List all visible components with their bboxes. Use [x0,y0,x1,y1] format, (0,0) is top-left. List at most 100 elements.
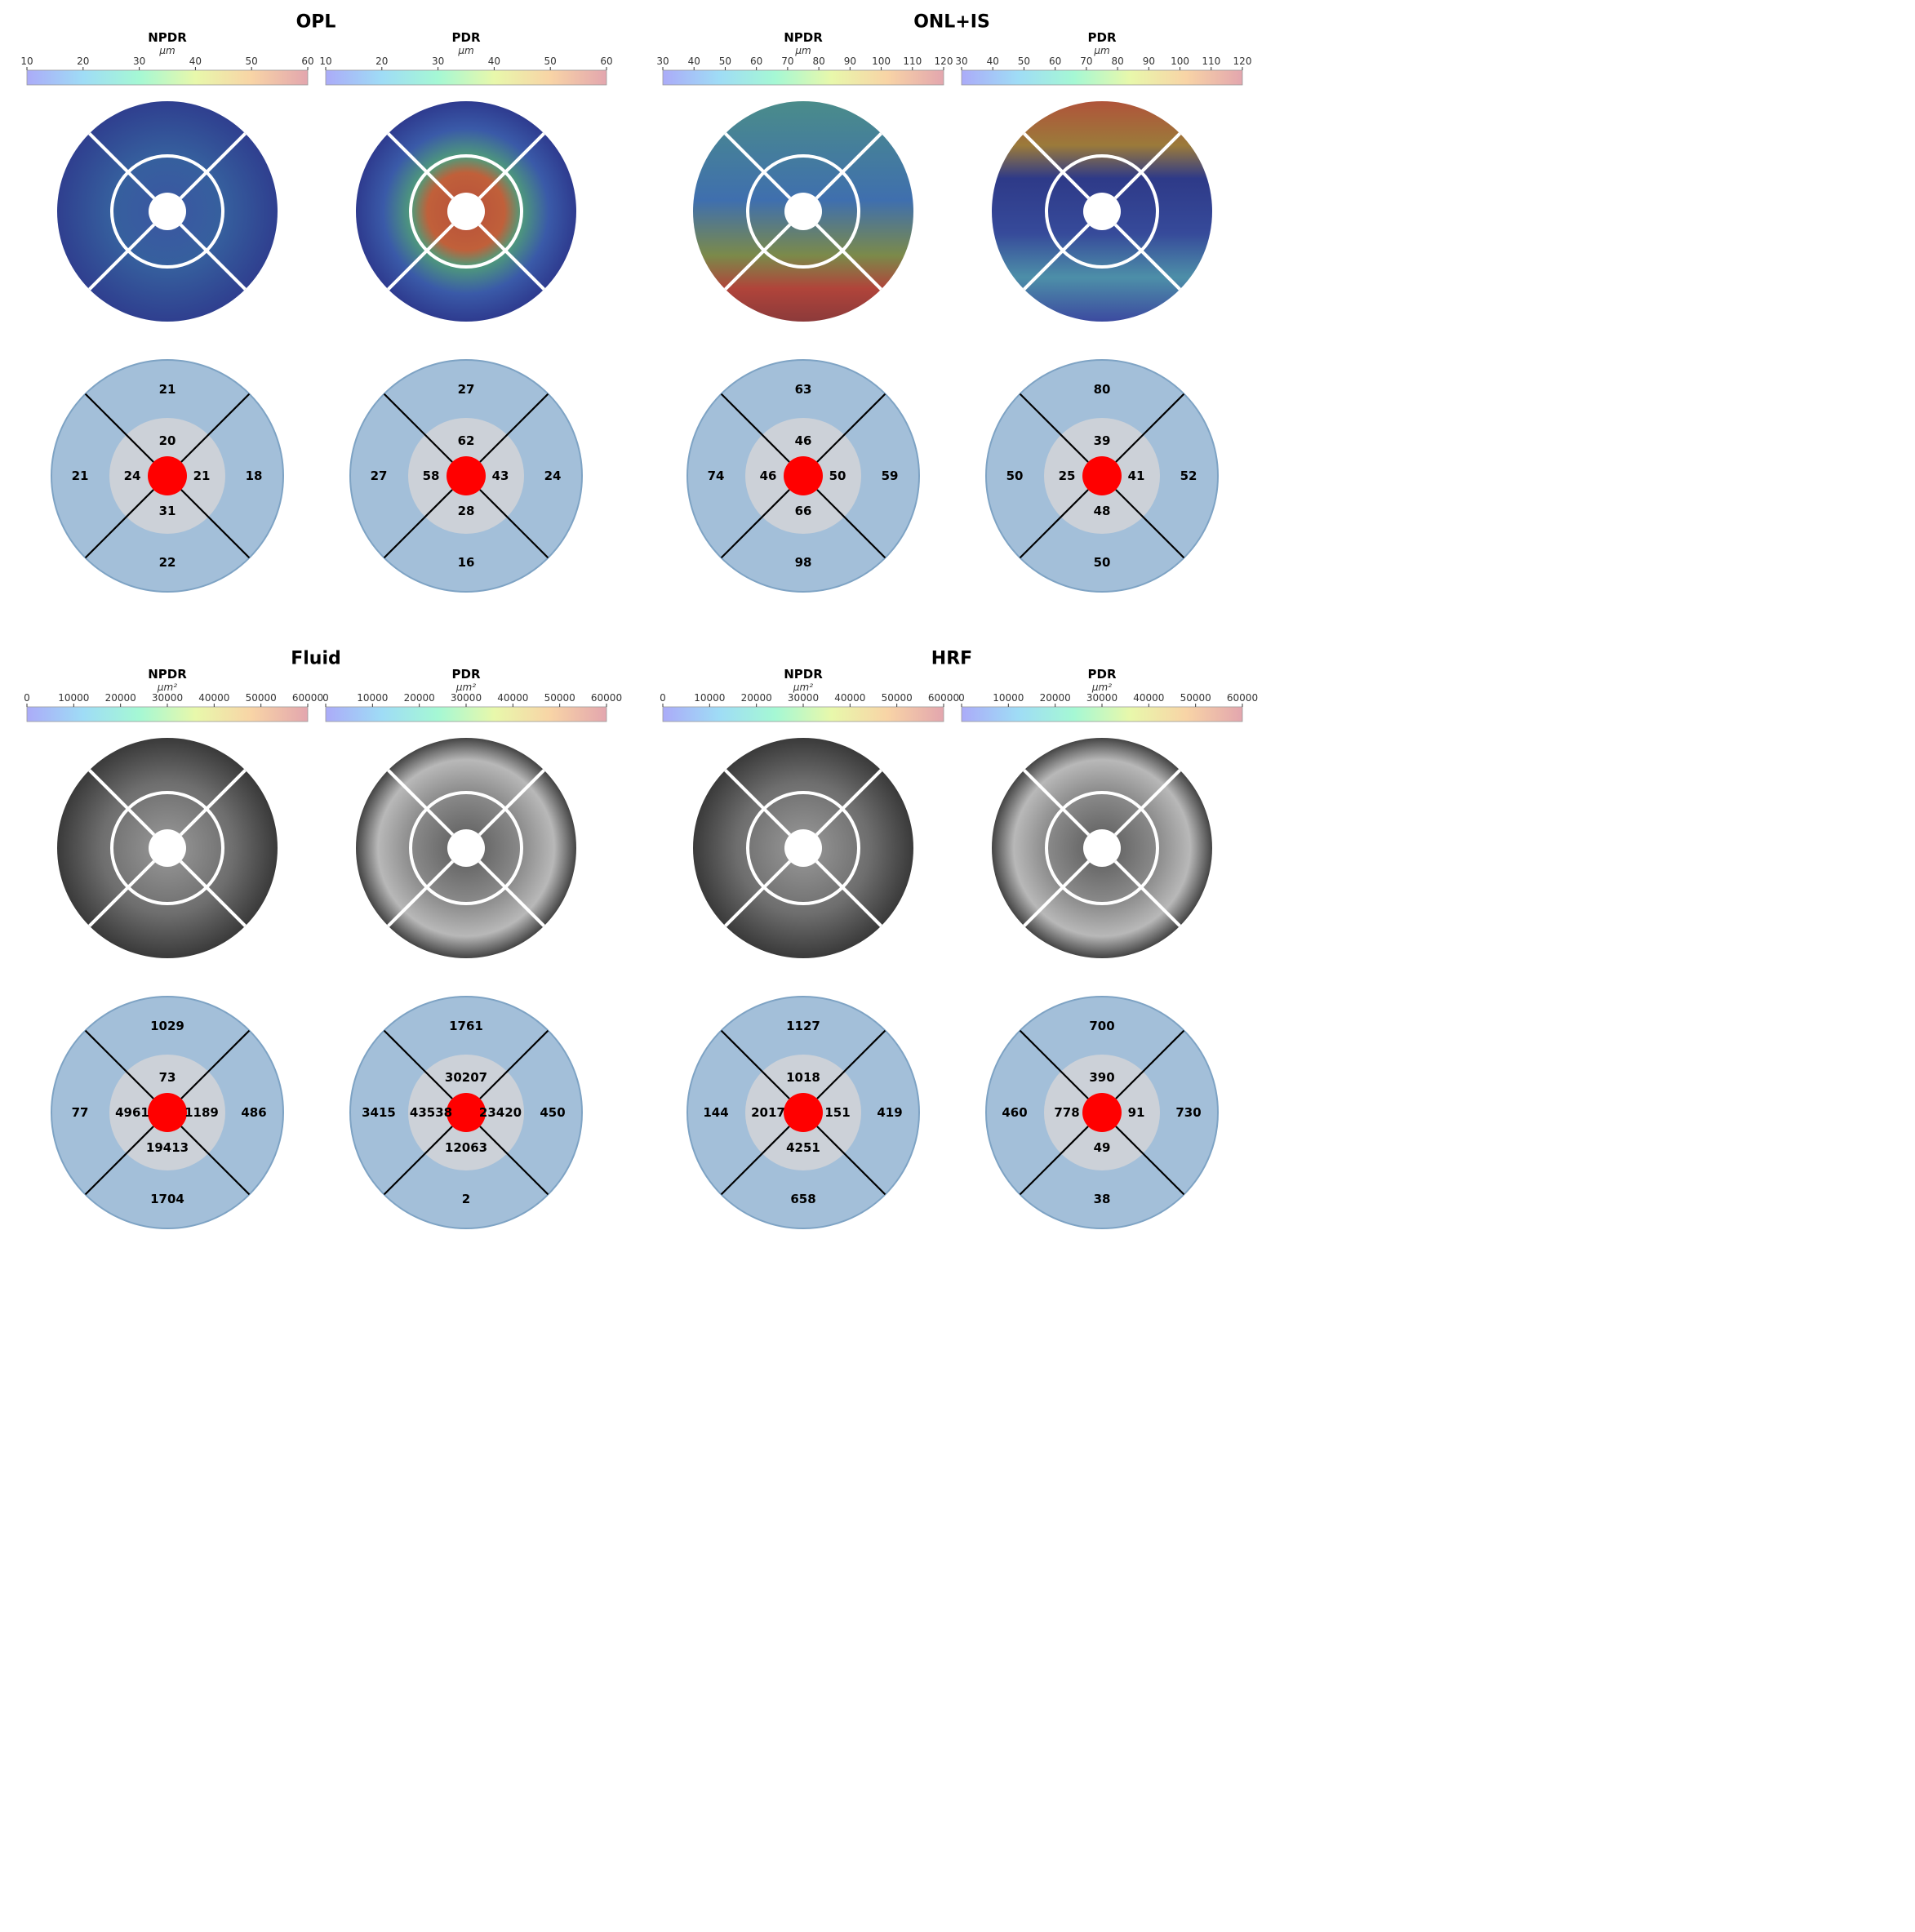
sector-divider [1115,489,1185,559]
panel-label: PDR [1088,667,1117,682]
sector-value-superior-outer: 1029 [150,1019,184,1033]
sector-divider [88,859,156,927]
sector-value-superior-inner: 39 [1094,433,1111,448]
sector-value-temporal-outer: 27 [371,469,388,483]
sector-value-nasal-inner: 50 [829,469,846,483]
sector-value-inferior-inner: 28 [458,504,475,518]
sector-value-inferior-inner: 12063 [445,1140,487,1155]
colorbar [325,69,607,86]
sector-value-nasal-inner: 91 [1128,1105,1145,1120]
sector-divider [816,1029,886,1099]
sector-divider [815,132,882,200]
colorbar-tick-label: 90 [844,56,856,67]
sector-divider [724,223,792,291]
colorbar-unit: μm [1093,45,1109,56]
colorbar [662,706,944,722]
sector-divider [1023,132,1091,200]
sector-divider [479,393,549,463]
sector-value-inferior-inner: 4251 [786,1140,820,1155]
colorbar-tick-label: 40 [987,56,999,67]
colorbar-tick-label: 20 [77,56,89,67]
sector-divider [478,132,545,200]
fovea [447,456,486,495]
group-title: HRF [931,649,972,669]
sector-value-inferior-outer: 98 [795,555,812,570]
sector-divider [1113,223,1181,291]
sector-divider [387,132,455,200]
etdrs-grid: 21 20 21 24 21 18 31 22 [51,359,284,593]
sector-value-inferior-outer: 1704 [150,1192,184,1206]
colorbar-tick-label: 20000 [404,692,435,704]
colorbar-tick-label: 60000 [1227,692,1258,704]
colorbar-unit: μm² [455,682,476,693]
colorbar-unit: μm [794,45,811,56]
sector-value-temporal-outer: 50 [1006,469,1024,483]
colorbar-tick-label: 60000 [591,692,622,704]
colorbar-tick-label: 0 [660,692,666,704]
sector-value-superior-outer: 1127 [786,1019,820,1033]
sector-divider [1019,393,1089,463]
colorbar-tick-label: 0 [24,692,30,704]
colorbar-tick-label: 20000 [1040,692,1071,704]
colorbar-tick-label: 70 [781,56,793,67]
sector-divider [1115,1126,1185,1196]
colorbar-tick-label: 60 [750,56,762,67]
sector-divider [180,489,251,559]
sector-divider [1115,393,1185,463]
sector-value-temporal-inner: 58 [423,469,440,483]
sector-value-nasal-outer: 730 [1175,1105,1201,1120]
sector-divider [815,769,882,837]
sector-value-temporal-inner: 24 [124,469,141,483]
colorbar-tick-label: 40000 [198,692,229,704]
sector-divider [387,223,455,291]
sector-value-nasal-outer: 24 [544,469,562,483]
fovea [1082,456,1122,495]
sector-value-inferior-inner: 66 [795,504,812,518]
etdrs-grid: 27 62 27 58 43 24 28 16 [349,359,583,593]
colorbar-tick-label: 50000 [882,692,913,704]
sector-divider [479,489,549,559]
inner-ring [110,791,224,905]
colorbar [961,706,1243,722]
sector-divider [1019,1126,1089,1196]
colorbar-tick-label: 20000 [741,692,772,704]
inner-ring [409,791,523,905]
sector-value-superior-outer: 700 [1089,1019,1114,1033]
fovea-hole [1083,829,1121,867]
sector-value-nasal-outer: 486 [241,1105,266,1120]
sector-divider [1023,859,1091,927]
colorbar-tick-label: 80 [1111,56,1123,67]
sector-value-inferior-inner: 31 [159,504,176,518]
panel-label: NPDR [784,30,823,45]
sector-value-temporal-outer: 144 [703,1105,728,1120]
colorbar-tick-label: 20 [375,56,388,67]
sector-value-superior-outer: 21 [159,382,176,397]
sector-value-superior-outer: 27 [458,382,475,397]
sector-divider [478,223,545,291]
colorbar-tick-label: 50000 [246,692,277,704]
colorbar-tick-label: 110 [1202,56,1220,67]
sector-divider [179,859,247,927]
group-title: Fluid [291,649,341,669]
sector-value-nasal-outer: 419 [877,1105,902,1120]
colorbar-tick-label: 60000 [292,692,323,704]
colorbar-tick-label: 30 [656,56,669,67]
sector-divider [479,1126,549,1196]
sector-divider [179,132,247,200]
etdrs-grid: 63 46 74 46 50 59 66 98 [686,359,920,593]
colorbar-tick-label: 30000 [1086,692,1117,704]
colorbar-unit: μm [158,45,175,56]
sector-divider [180,1126,251,1196]
sector-value-nasal-inner: 21 [193,469,211,483]
colorbar-tick-label: 50000 [1180,692,1211,704]
sector-value-superior-inner: 20 [159,433,176,448]
colorbar-tick-label: 50 [544,56,557,67]
sector-divider [387,859,455,927]
colorbar-unit: μm² [157,682,177,693]
colorbar-tick-label: 30 [133,56,145,67]
